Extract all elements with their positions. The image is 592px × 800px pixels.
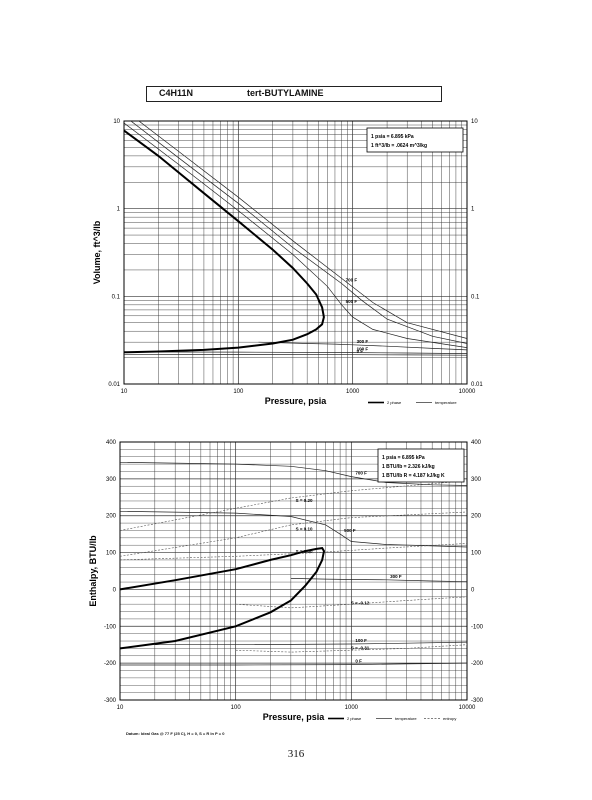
series-label: 300 F (357, 339, 369, 344)
plot-frame (119, 441, 468, 701)
notes-frame (377, 448, 465, 483)
series-label: 100 F (355, 638, 367, 643)
series-line (124, 353, 467, 356)
two-phase-dome (124, 129, 325, 354)
series-label: 700 F (346, 278, 358, 283)
y-tick-label-right: 1 (471, 207, 475, 213)
note-text: 1 ft^3/lb = .0624 m^3/kg (371, 143, 427, 149)
y-axis-label: Enthalpy, BTU/lb (88, 535, 98, 607)
series-label: 700 F (355, 471, 367, 476)
series-line (154, 641, 467, 646)
two-phase-dome (120, 547, 326, 650)
series-label: 300 F (390, 574, 402, 579)
series-label: S = 0.20 (296, 498, 313, 503)
x-axis-label: Pressure, psia (265, 396, 328, 406)
notes-box: 1 psia = 6.895 kPa 1 ft^3/lb = .0624 m^3/… (366, 127, 464, 153)
series-label: S = -0.12 (351, 600, 370, 605)
chart-title-box: C4H11N tert-BUTYLAMINE (146, 86, 442, 102)
y-tick-label-left: 300 (106, 477, 117, 483)
y-tick-label-left: 0.01 (108, 382, 120, 388)
legend: 2 phase temperature (368, 400, 457, 405)
y-tick-label-right: -200 (471, 661, 484, 667)
x-axis-label: Pressure, psia (263, 712, 326, 722)
x-tick-label: 10000 (459, 389, 476, 395)
datum-footnote: Datum: Ideal Gas @ 77 F (25 C), H = 0, S… (126, 731, 225, 736)
y-axis-label: Volume, ft^3/lb (92, 220, 102, 284)
y-tick-label-right: -100 (471, 624, 484, 630)
notes-box: 1 psia = 6.895 kPa 1 BTU/lb = 2.326 kJ/kg… (377, 448, 465, 483)
series-label: 500 F (346, 299, 358, 304)
x-tick-label: 10000 (459, 705, 476, 711)
series-line (138, 121, 467, 339)
x-tick-label: 10 (117, 705, 124, 711)
y-tick-label-right: 10 (471, 119, 478, 125)
y-tick-label-left: 0.1 (112, 294, 121, 300)
series-label: 500 F (344, 528, 356, 533)
note-text: 1 psia = 6.895 kPa (371, 134, 414, 140)
chemical-formula: C4H11N (159, 88, 194, 98)
y-tick-label-right: 100 (471, 551, 482, 557)
series-label: 100 F (357, 347, 369, 352)
series-line (290, 578, 467, 583)
legend-entry: temperature (395, 716, 417, 721)
series-label: 0 F (357, 349, 364, 354)
y-tick-label-left: -200 (104, 661, 117, 667)
plot-frame (123, 120, 468, 385)
series-line (120, 662, 467, 666)
note-text: 1 psia = 6.895 kPa (382, 455, 425, 461)
legend-entry: entropy (443, 716, 456, 721)
legend-entry: 2 phase (347, 716, 362, 721)
series-label: S = -0.31 (351, 645, 370, 650)
note-text: 1 BTU/lb R = 4.187 kJ/kg K (382, 473, 445, 479)
x-tick-label: 100 (231, 705, 242, 711)
legend: 2 phase temperature entropy (328, 716, 456, 721)
series-line (120, 510, 467, 548)
notes-frame (366, 127, 464, 153)
y-tick-label-left: 1 (117, 207, 121, 213)
grid (123, 121, 467, 385)
series-line (158, 351, 467, 354)
series-line (235, 644, 467, 653)
volume-pressure-chart: 10 100 1000 100001010.10.011010.10.01Pressu… (92, 119, 483, 406)
series-line (235, 596, 467, 609)
series-label: S = 0.10 (296, 527, 313, 532)
y-tick-label-right: 0.01 (471, 382, 483, 388)
page-number: 316 (287, 748, 305, 760)
series-line (124, 122, 467, 348)
series-line (120, 480, 467, 531)
series-line (258, 341, 467, 351)
x-tick-label: 1000 (346, 389, 360, 395)
series-line (130, 121, 467, 344)
y-tick-label-left: 100 (106, 551, 117, 557)
legend-entry: 2 phase (387, 400, 402, 405)
y-tick-label-right: 300 (471, 477, 482, 483)
y-tick-label-left: 200 (106, 514, 117, 520)
series-label: 0 F (355, 659, 362, 664)
series-line (120, 543, 467, 561)
series-line (120, 511, 467, 557)
compound-name: tert-BUTYLAMINE (247, 88, 324, 98)
enthalpy-pressure-chart: 10 100 1000 100004003002001000-100-200-3004… (88, 440, 484, 722)
plot-area (124, 121, 467, 356)
x-tick-label: 10 (121, 389, 128, 395)
y-tick-label-left: 0 (113, 587, 117, 593)
y-tick-label-left: -300 (104, 698, 117, 704)
series-label: S = 0.00 (296, 549, 313, 554)
y-tick-label-right: 0.1 (471, 294, 480, 300)
x-tick-label: 100 (233, 389, 244, 395)
y-tick-label-right: 0 (471, 587, 475, 593)
plot-area (120, 461, 467, 666)
y-tick-label-right: 200 (471, 514, 482, 520)
note-text: 1 BTU/lb = 2.326 kJ/kg (382, 464, 435, 470)
y-tick-label-left: 400 (106, 440, 117, 446)
y-tick-label-left: -100 (104, 624, 117, 630)
legend-entry: temperature (435, 400, 457, 405)
y-tick-label-right: -300 (471, 698, 484, 704)
y-tick-label-right: 400 (471, 440, 482, 446)
y-tick-label-left: 10 (113, 119, 120, 125)
x-tick-label: 1000 (345, 705, 359, 711)
